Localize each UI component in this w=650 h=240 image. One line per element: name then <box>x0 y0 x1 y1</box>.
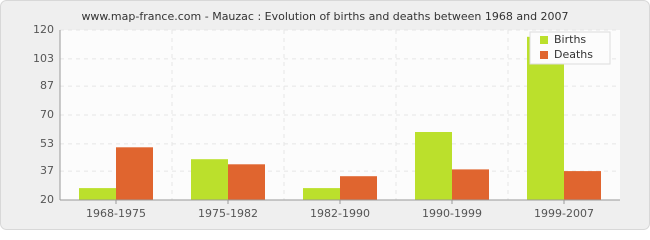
legend-label: Births <box>554 33 586 46</box>
x-tick-label: 1975-1982 <box>198 207 258 220</box>
legend-swatch <box>540 51 548 59</box>
y-tick-label: 20 <box>40 193 54 206</box>
y-tick-label: 53 <box>40 137 54 150</box>
bar <box>303 188 340 200</box>
legend-label: Deaths <box>554 48 593 61</box>
bar <box>340 176 377 200</box>
chart: www.map-france.com - Mauzac : Evolution … <box>0 0 650 230</box>
x-tick-label: 1982-1990 <box>310 207 370 220</box>
x-tick-label: 1968-1975 <box>86 207 146 220</box>
x-tick-label: 1990-1999 <box>422 207 482 220</box>
chart-title: www.map-france.com - Mauzac : Evolution … <box>81 10 568 23</box>
legend-swatch <box>540 36 548 44</box>
y-tick-label: 120 <box>33 23 54 36</box>
bar <box>228 164 265 200</box>
y-tick-label: 37 <box>40 164 54 177</box>
bar <box>116 147 153 200</box>
bar <box>452 169 489 200</box>
y-tick-label: 70 <box>40 108 54 121</box>
bar <box>191 159 228 200</box>
bar <box>79 188 116 200</box>
y-tick-label: 87 <box>40 79 54 92</box>
bar <box>415 132 452 200</box>
bar <box>564 171 601 200</box>
page: www.map-france.com - Mauzac : Evolution … <box>0 0 650 230</box>
y-tick-label: 103 <box>33 52 54 65</box>
x-tick-label: 1999-2007 <box>534 207 594 220</box>
